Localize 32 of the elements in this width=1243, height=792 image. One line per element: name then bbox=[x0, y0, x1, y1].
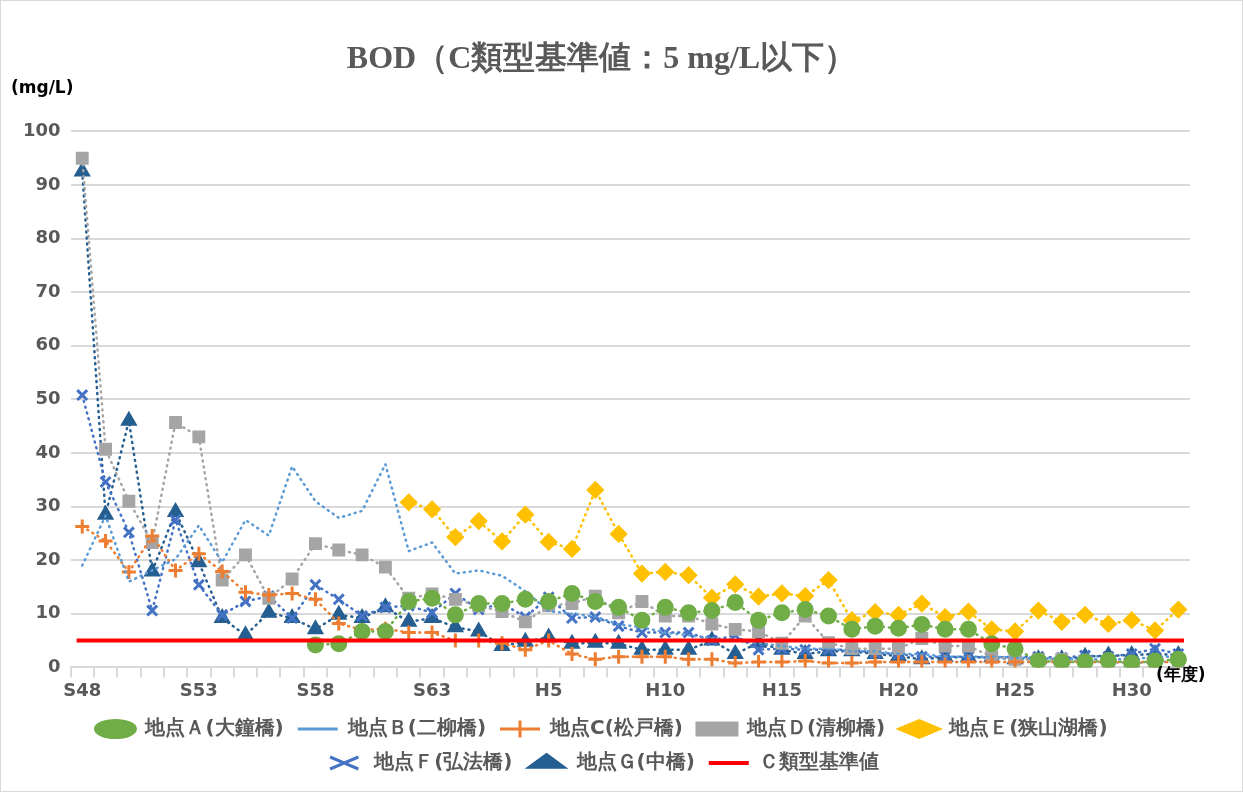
x-tick-label: S48 bbox=[63, 678, 102, 700]
legend-label: 地点Ｆ(弘法橋) bbox=[373, 749, 513, 774]
x-tick-label: H20 bbox=[878, 678, 919, 700]
legend-label: 地点Ｇ(中橋) bbox=[575, 749, 695, 774]
y-tick-label: 10 bbox=[35, 601, 61, 623]
y-tick-label: 90 bbox=[35, 172, 61, 194]
y-tick-label: 80 bbox=[35, 226, 61, 248]
x-tick-label: S53 bbox=[179, 678, 218, 700]
x-axis-title: (年度) bbox=[1156, 663, 1206, 686]
legend-label: Ｃ類型基準値 bbox=[758, 749, 879, 774]
legend-label: 地点Ａ(大鐘橋) bbox=[144, 715, 284, 740]
y-tick-label: 60 bbox=[35, 333, 61, 355]
x-tick-label: H25 bbox=[995, 678, 1036, 700]
x-tick-label: H15 bbox=[761, 678, 802, 700]
chart-title: BOD（C類型基準値：5 mg/L以下） bbox=[346, 39, 857, 76]
y-tick-label: 70 bbox=[35, 279, 61, 301]
x-tick-label: S63 bbox=[413, 678, 452, 700]
y-axis-title: (mg/L) bbox=[11, 77, 74, 97]
y-tick-label: 0 bbox=[48, 655, 61, 677]
x-tick-label: H30 bbox=[1111, 678, 1152, 700]
x-tick-label: H5 bbox=[534, 678, 563, 700]
y-tick-label: 20 bbox=[35, 547, 61, 569]
y-tick-label: 50 bbox=[35, 387, 61, 409]
legend-label: 地点Ｄ(清柳橋) bbox=[745, 715, 886, 740]
legend-label: 地点C(松戸橋) bbox=[549, 715, 683, 740]
y-tick-label: 100 bbox=[23, 119, 61, 141]
x-tick-label: S58 bbox=[296, 678, 335, 700]
legend-label: 地点Ｂ(二柳橋) bbox=[346, 715, 487, 740]
legend-label: 地点Ｅ(狭山湖橋) bbox=[948, 715, 1108, 740]
x-tick-label: H10 bbox=[645, 678, 686, 700]
y-tick-label: 40 bbox=[35, 440, 61, 462]
y-tick-label: 30 bbox=[35, 494, 61, 516]
